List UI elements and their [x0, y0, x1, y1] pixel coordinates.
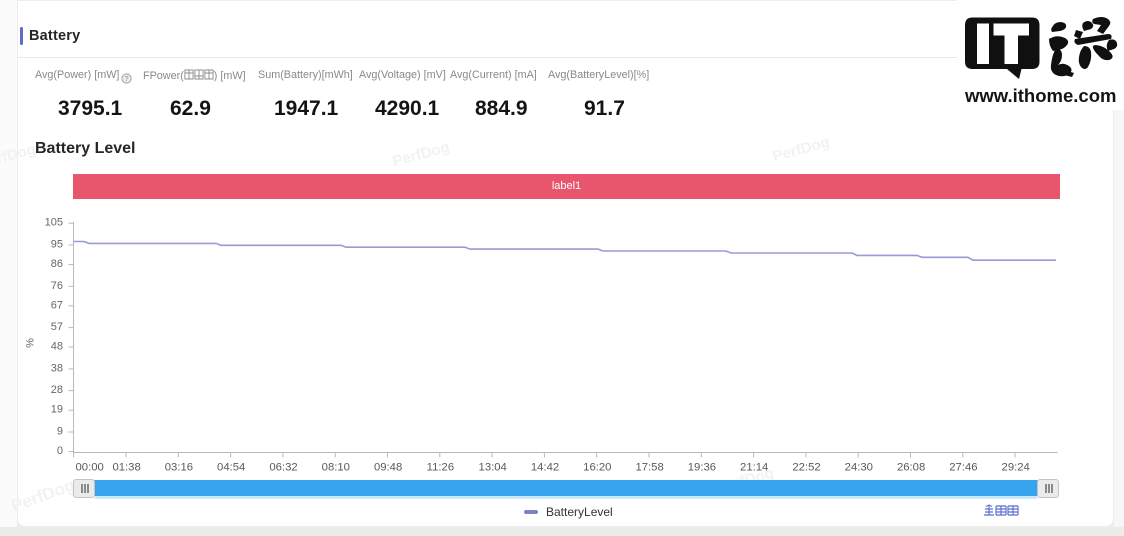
svg-text:16:20: 16:20 — [583, 462, 611, 474]
svg-text:www.ithome.com: www.ithome.com — [964, 85, 1116, 106]
svg-text:04:54: 04:54 — [217, 462, 245, 474]
svg-text:22:52: 22:52 — [792, 462, 820, 474]
svg-text:27:46: 27:46 — [949, 462, 977, 474]
svg-text:38: 38 — [51, 362, 63, 374]
svg-text:67: 67 — [51, 299, 63, 311]
svg-text:28: 28 — [51, 384, 63, 396]
svg-text:48: 48 — [51, 341, 63, 353]
svg-text:%: % — [25, 338, 37, 348]
svg-text:9: 9 — [57, 426, 63, 438]
svg-text:19:36: 19:36 — [688, 462, 716, 474]
svg-text:00:00: 00:00 — [76, 462, 104, 474]
svg-text:21:14: 21:14 — [740, 462, 768, 474]
svg-text:17:58: 17:58 — [635, 462, 663, 474]
svg-text:0: 0 — [57, 445, 63, 457]
svg-text:24:30: 24:30 — [845, 462, 873, 474]
svg-text:09:48: 09:48 — [374, 462, 402, 474]
svg-text:14:42: 14:42 — [531, 462, 559, 474]
svg-text:11:26: 11:26 — [427, 462, 454, 474]
svg-text:03:16: 03:16 — [165, 462, 193, 474]
svg-text:95: 95 — [51, 238, 63, 250]
svg-text:105: 105 — [45, 217, 63, 229]
svg-text:86: 86 — [51, 258, 63, 270]
svg-text:08:10: 08:10 — [322, 462, 350, 474]
svg-text:01:38: 01:38 — [112, 462, 140, 474]
svg-text:06:32: 06:32 — [269, 462, 297, 474]
svg-text:19: 19 — [51, 404, 63, 416]
svg-text:26:08: 26:08 — [897, 462, 925, 474]
svg-text:57: 57 — [51, 321, 63, 333]
svg-text:13:04: 13:04 — [479, 462, 507, 474]
svg-text:?: ? — [124, 74, 128, 83]
svg-text:29:24: 29:24 — [1002, 462, 1030, 474]
svg-text:76: 76 — [51, 280, 63, 292]
